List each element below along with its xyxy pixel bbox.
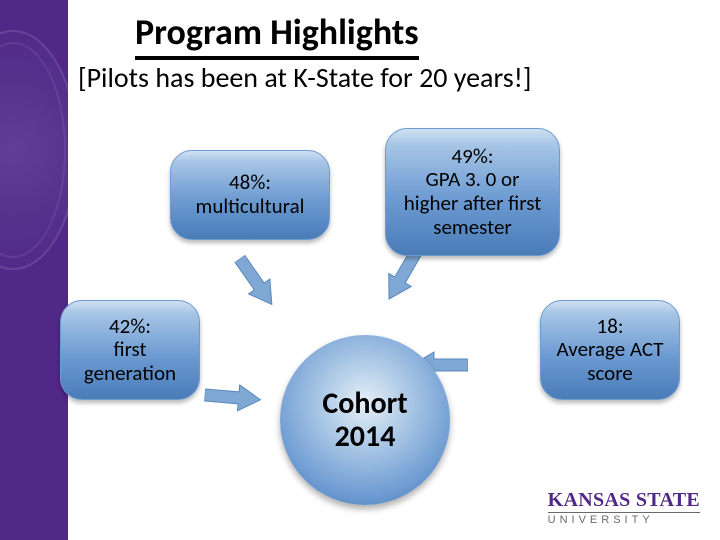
stat-label: first generation bbox=[84, 336, 176, 386]
arrow-firstgen-to-center bbox=[203, 380, 263, 415]
page-title: Program Highlights bbox=[135, 10, 419, 60]
stat-pct: 49%: bbox=[452, 143, 494, 169]
page-subtitle: [Pilots has been at K-State for 20 years… bbox=[78, 60, 531, 95]
stat-label: multicultural bbox=[196, 193, 305, 219]
kstate-logo: KANSAS STATE UNIVERSITY bbox=[548, 490, 700, 526]
left-accent-band bbox=[0, 0, 68, 540]
stat-pct: 42%: bbox=[109, 313, 151, 339]
center-line1: Cohort bbox=[322, 385, 407, 422]
stat-node-firstgen: 42%: first generation bbox=[60, 300, 200, 400]
arrow-multicultural-to-center bbox=[227, 250, 285, 315]
stat-label: GPA 3. 0 or higher after first semester bbox=[404, 166, 542, 239]
logo-main-text: KANSAS STATE bbox=[548, 490, 700, 510]
stat-node-act: 18: Average ACT score bbox=[540, 300, 680, 400]
stat-pct: 18: bbox=[597, 313, 624, 339]
stat-pct: 48%: bbox=[229, 169, 271, 195]
logo-sub-text: UNIVERSITY bbox=[548, 512, 700, 526]
stat-node-gpa: 49%: GPA 3. 0 or higher after first seme… bbox=[385, 128, 560, 256]
stat-node-multicultural: 48%: multicultural bbox=[170, 150, 330, 240]
stat-label: Average ACT score bbox=[557, 336, 664, 386]
university-seal-watermark bbox=[0, 30, 68, 270]
center-cohort-circle: Cohort 2014 bbox=[280, 335, 450, 505]
center-line2: 2014 bbox=[335, 418, 396, 455]
